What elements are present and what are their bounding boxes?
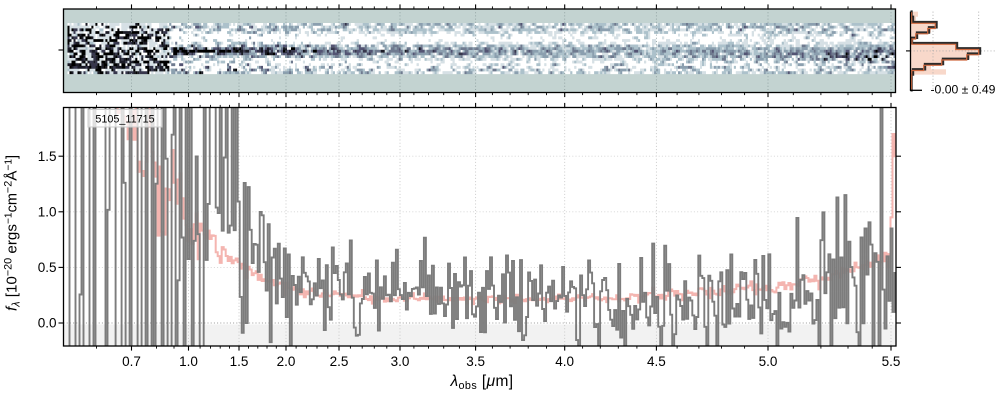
svg-text:4.0: 4.0	[555, 354, 574, 369]
svg-text:2.0: 2.0	[277, 354, 296, 369]
svg-text:5.5: 5.5	[882, 354, 901, 369]
svg-text:0.0: 0.0	[38, 316, 57, 331]
svg-text:1.0: 1.0	[179, 354, 198, 369]
svg-text:1.5: 1.5	[230, 354, 249, 369]
svg-text:0.7: 0.7	[122, 354, 141, 369]
svg-text:0.5: 0.5	[38, 260, 57, 275]
svg-text:-0.00 ± 0.49: -0.00 ± 0.49	[931, 83, 996, 97]
svg-text:1.5: 1.5	[38, 149, 57, 164]
svg-text:4.5: 4.5	[647, 354, 666, 369]
svg-text:5105_11715: 5105_11715	[95, 113, 154, 125]
svg-text:3.0: 3.0	[391, 354, 410, 369]
svg-text:5.0: 5.0	[759, 354, 778, 369]
svg-text:2.5: 2.5	[330, 354, 349, 369]
svg-text:1.0: 1.0	[38, 205, 57, 220]
svg-text:fλ [10−20 ergs−1cm−2Å−1]: fλ [10−20 ergs−1cm−2Å−1]	[3, 155, 23, 311]
svg-text:3.5: 3.5	[466, 354, 485, 369]
